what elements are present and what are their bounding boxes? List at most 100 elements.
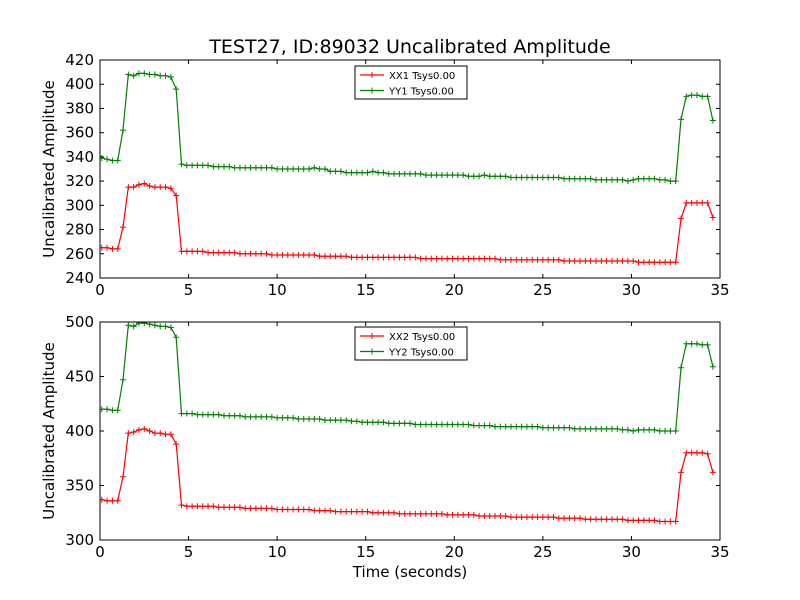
data-point-marker — [507, 174, 514, 181]
data-point-marker — [189, 248, 196, 255]
data-point-marker — [614, 516, 621, 523]
data-point-marker — [396, 170, 403, 177]
data-point-marker — [151, 322, 158, 329]
chart-title: TEST27, ID:89032 Uncalibrated Amplitude — [208, 36, 610, 58]
data-point-marker — [268, 251, 275, 258]
data-point-marker — [359, 254, 366, 261]
data-point-marker — [593, 258, 599, 265]
data-point-marker — [205, 503, 212, 510]
data-point-marker — [465, 173, 472, 180]
data-point-marker — [561, 175, 568, 182]
data-point-marker — [332, 508, 339, 515]
data-point-marker — [120, 473, 127, 480]
data-point-marker — [353, 418, 360, 425]
data-point-marker — [290, 506, 297, 513]
data-point-marker — [433, 172, 440, 179]
data-point-marker — [141, 180, 148, 187]
legend-entry: YY2 Tsys0.00 — [388, 348, 454, 359]
data-point-marker — [375, 509, 382, 516]
data-point-marker — [268, 164, 275, 171]
bottom-panel: 0 5 10 15 20 25 30 35 300 350 400 450 500 Uncalibrate… — [40, 313, 730, 581]
data-point-marker — [593, 425, 599, 432]
data-point-marker — [109, 157, 116, 164]
data-point-marker — [438, 255, 445, 262]
data-point-marker — [221, 504, 227, 511]
data-point-marker — [311, 164, 318, 171]
data-point-marker — [529, 256, 536, 263]
data-point-marker — [274, 414, 281, 421]
data-point-marker — [263, 413, 270, 420]
data-point-marker — [247, 164, 254, 171]
data-point-marker — [407, 170, 413, 177]
data-point-marker — [497, 423, 504, 430]
data-point-marker — [603, 425, 610, 432]
data-point-marker — [587, 516, 594, 523]
data-point-marker — [375, 169, 382, 176]
data-point-marker — [407, 510, 413, 517]
data-point-marker — [678, 116, 685, 123]
data-point-marker — [242, 413, 249, 420]
data-point-marker — [566, 175, 573, 182]
data-point-marker — [555, 424, 562, 431]
data-point-marker — [247, 505, 254, 512]
data-point-marker — [236, 412, 243, 419]
data-point-marker — [141, 70, 148, 77]
data-point-marker — [167, 185, 174, 192]
y-tick-label: 420 — [65, 51, 94, 69]
data-point-marker — [693, 449, 700, 456]
data-point-marker — [183, 162, 190, 169]
data-point-marker — [651, 175, 658, 182]
data-point-marker — [295, 416, 302, 423]
data-point-marker — [194, 248, 201, 255]
data-point-marker — [199, 162, 206, 169]
data-point-marker — [460, 511, 467, 518]
data-point-marker — [476, 173, 483, 180]
data-point-marker — [598, 425, 605, 432]
data-point-marker — [555, 174, 562, 181]
y-tick-label: 280 — [65, 221, 94, 239]
data-point-marker — [444, 255, 451, 262]
data-point-marker — [306, 506, 313, 513]
data-point-marker — [454, 172, 461, 179]
data-point-marker — [444, 421, 451, 428]
data-point-marker — [120, 376, 127, 383]
data-point-marker — [518, 423, 525, 430]
data-point-marker — [215, 163, 222, 170]
data-point-marker — [635, 175, 642, 182]
data-point-marker — [492, 423, 499, 430]
data-point-marker — [460, 255, 467, 262]
data-point-marker — [704, 450, 711, 457]
data-point-marker — [268, 505, 275, 512]
data-point-marker — [407, 420, 413, 427]
data-point-marker — [624, 517, 631, 524]
data-point-marker — [226, 412, 233, 419]
series-yy1 — [100, 70, 716, 185]
legend-swatch-marker — [369, 348, 375, 355]
data-point-marker — [704, 341, 711, 348]
data-point-marker — [316, 166, 323, 172]
data-point-marker — [194, 503, 201, 510]
data-point-marker — [279, 166, 286, 172]
data-point-marker — [422, 421, 429, 428]
data-point-marker — [566, 515, 573, 522]
data-point-marker — [486, 173, 493, 180]
y-tick-label: 400 — [65, 422, 94, 440]
data-point-marker — [651, 517, 658, 524]
data-point-marker — [449, 255, 456, 262]
data-point-marker — [306, 416, 313, 423]
data-point-marker — [518, 514, 525, 521]
data-point-marker — [173, 86, 180, 93]
data-point-marker — [640, 517, 647, 524]
data-point-marker — [630, 258, 637, 265]
data-point-marker — [529, 514, 536, 521]
data-point-marker — [571, 175, 578, 182]
data-point-marker — [593, 176, 599, 183]
data-point-marker — [683, 449, 690, 456]
data-point-marker — [492, 173, 499, 180]
data-point-marker — [130, 184, 137, 191]
data-point-marker — [173, 441, 180, 448]
data-point-marker — [205, 162, 212, 169]
x-tick-label: 10 — [268, 543, 287, 561]
data-point-marker — [385, 254, 392, 261]
data-point-marker — [316, 507, 323, 514]
